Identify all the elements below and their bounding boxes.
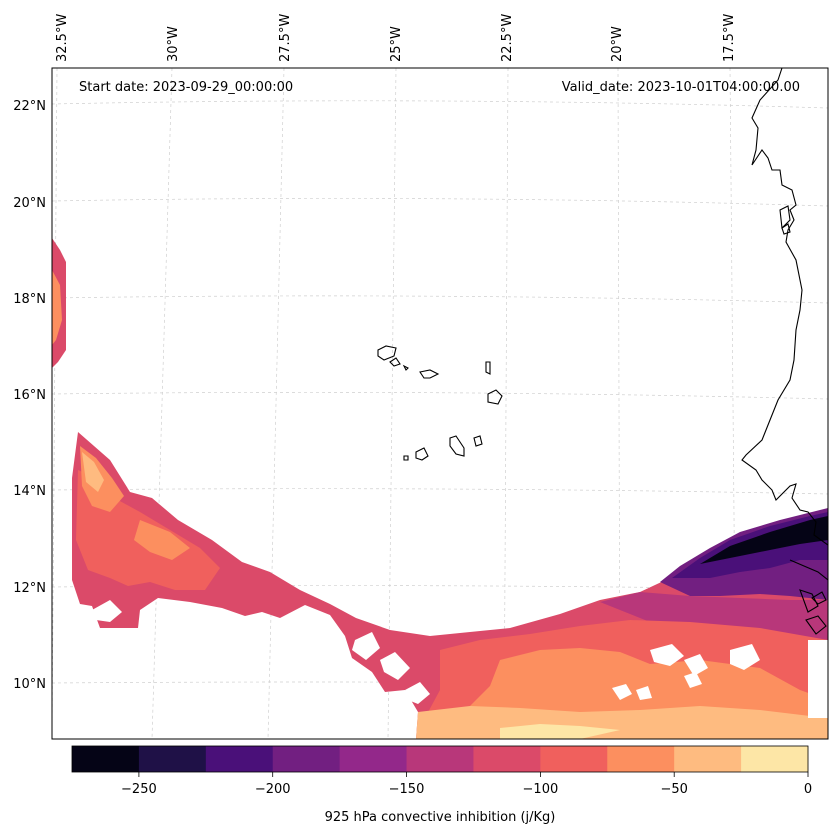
- lon-label-22-5w: 22.5°W: [500, 14, 515, 62]
- island-sal: [485, 361, 491, 375]
- start-date-label: Start date: 2023-09-29_00:00:00: [79, 80, 293, 95]
- lat-label-16n: 16°N: [13, 388, 46, 403]
- cin-west-lighter: [82, 452, 104, 492]
- lat-label-14n: 14°N: [13, 484, 46, 499]
- lat-label-22n: 22°N: [13, 99, 46, 114]
- colorbar-swatch: [473, 746, 541, 772]
- island-maio: [473, 435, 483, 447]
- colorbar-tick-label: −150: [389, 782, 425, 797]
- lat-label-20n: 20°N: [13, 196, 46, 211]
- cin-coast-mid: [600, 592, 828, 640]
- lat-label-10n: 10°N: [13, 677, 46, 692]
- island-sao-nicolau: [419, 369, 440, 379]
- lon-label-27-5w: 27.5°W: [278, 14, 293, 62]
- colorbar-swatches: [72, 746, 809, 772]
- island-santo-antao: [377, 345, 397, 361]
- colorbar-swatch: [540, 746, 608, 772]
- colorbar-frame: [71, 745, 809, 773]
- colorbar-tick-label: −100: [523, 782, 559, 797]
- lon-label-25w: 25°W: [389, 26, 404, 62]
- island-boa-vista: [487, 389, 503, 405]
- colorbar-swatch: [406, 746, 474, 772]
- latitude-labels: 22°N 20°N 18°N 16°N 14°N 12°N 10°N: [13, 99, 46, 692]
- island-santa-luzia: [402, 364, 409, 371]
- cin-patch-west-edge-core: [52, 270, 62, 345]
- island-brava: [403, 455, 409, 461]
- colorbar-swatch: [339, 746, 408, 772]
- island-fogo: [415, 447, 429, 461]
- lon-label-17-5w: 17.5°W: [722, 14, 737, 62]
- colorbar-swatch: [72, 746, 140, 772]
- colorbar-swatch: [607, 746, 675, 772]
- colorbar: −250 −200 −150 −100 −50 0 925 hPa convec…: [71, 745, 812, 825]
- colorbar-swatch: [741, 746, 809, 772]
- map-frame: [51, 67, 829, 740]
- lat-label-12n: 12°N: [13, 581, 46, 596]
- lon-label-20w: 20°W: [610, 26, 625, 62]
- colorbar-swatch: [272, 746, 341, 772]
- cin-band-south-lightest: [500, 724, 620, 739]
- lon-label-30w: 30°W: [166, 26, 181, 62]
- coast-bijagos: [789, 559, 828, 581]
- colorbar-ticks: [138, 772, 809, 777]
- colorbar-swatch: [138, 746, 207, 772]
- coastlines: [377, 68, 828, 635]
- colorbar-tick-label: −250: [121, 782, 157, 797]
- island-santiago: [449, 435, 465, 457]
- colorbar-tick-label: −50: [660, 782, 687, 797]
- no-data-holes: [92, 600, 828, 718]
- cin-coast-dark-3: [700, 516, 828, 564]
- cin-band-south-lighter: [416, 706, 828, 739]
- valid-date-label: Valid_date: 2023-10-01T04:00:00.00: [562, 80, 800, 95]
- colorbar-swatch: [674, 746, 742, 772]
- lat-label-18n: 18°N: [13, 292, 46, 307]
- colorbar-tick-label: 0: [804, 782, 812, 797]
- island-sao-vicente: [389, 357, 401, 367]
- lon-label-32-5w: 32.5°W: [55, 14, 70, 62]
- longitude-labels: 32.5°W 30°W 27.5°W 25°W 22.5°W 20°W 17.5…: [55, 14, 737, 62]
- cin-west-mid-light: [134, 520, 190, 560]
- colorbar-swatch: [205, 746, 274, 772]
- colorbar-label: 925 hPa convective inhibition (j/Kg): [325, 810, 556, 825]
- cin-contours: [52, 238, 828, 739]
- colorbar-tick-label: −200: [255, 782, 291, 797]
- african-coast: [741, 68, 828, 546]
